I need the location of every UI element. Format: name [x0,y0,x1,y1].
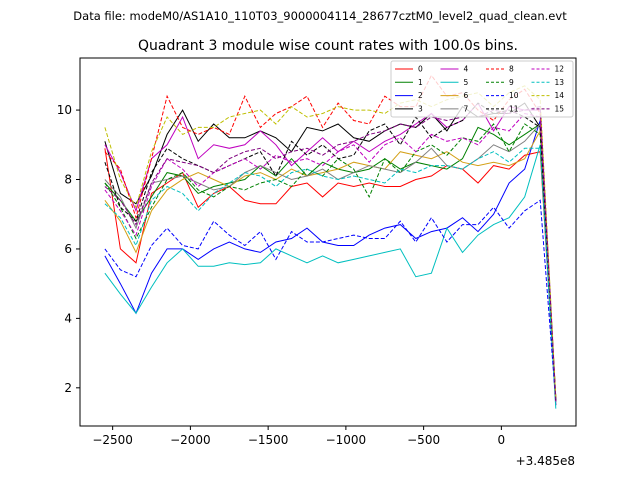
legend-label-10: 10 [509,91,519,100]
y-tick-label: 6 [64,242,72,256]
legend-label-5: 5 [464,78,469,87]
y-tick-label: 10 [57,103,72,117]
legend-label-11: 11 [509,104,519,113]
legend-label-12: 12 [555,65,565,74]
legend-label-1: 1 [418,78,423,87]
y-axis: 2 4 6 8 10 [57,103,80,395]
x-offset-label: +3.485e8 [516,454,575,468]
series-line-1 [104,123,557,402]
legend-label-6: 6 [464,91,469,100]
series-line-10 [104,199,557,402]
series-line-11 [104,102,557,402]
data-file-suptitle: Data file: modeM0/AS1A10_110T03_90000041… [73,9,567,23]
legend-box [390,60,574,118]
legend-label-8: 8 [509,65,514,74]
series-line-7 [104,122,557,402]
series-line-12 [104,112,557,402]
x-tick-label: −2000 [170,433,211,447]
series-line-5 [104,144,557,409]
legend-label-7: 7 [464,104,469,113]
x-tick-label: −1000 [326,433,367,447]
legend-label-3: 3 [418,104,423,113]
x-axis: −2500 −2000 −1500 −1000 −500 0 [92,426,505,447]
chart-title: Quadrant 3 module wise count rates with … [138,38,518,54]
x-tick-label: 0 [498,433,506,447]
legend-label-2: 2 [418,91,423,100]
legend-label-4: 4 [464,65,469,74]
legend-label-15: 15 [555,104,565,113]
series-line-9 [104,123,557,402]
legend-label-9: 9 [509,78,514,87]
series-line-13 [104,147,557,402]
y-tick-label: 8 [64,173,72,187]
legend-label-0: 0 [418,65,423,74]
x-tick-label: −500 [407,433,440,447]
x-tick-label: −2500 [92,433,133,447]
plot-frame [79,57,577,427]
series-line-6 [104,129,557,399]
y-tick-label: 2 [64,381,72,395]
series-line-0 [104,148,557,406]
legend-label-14: 14 [555,91,565,100]
x-tick-label: −1500 [248,433,289,447]
y-tick-label: 4 [64,311,72,325]
legend-label-13: 13 [555,78,565,87]
series-line-2 [104,120,557,406]
